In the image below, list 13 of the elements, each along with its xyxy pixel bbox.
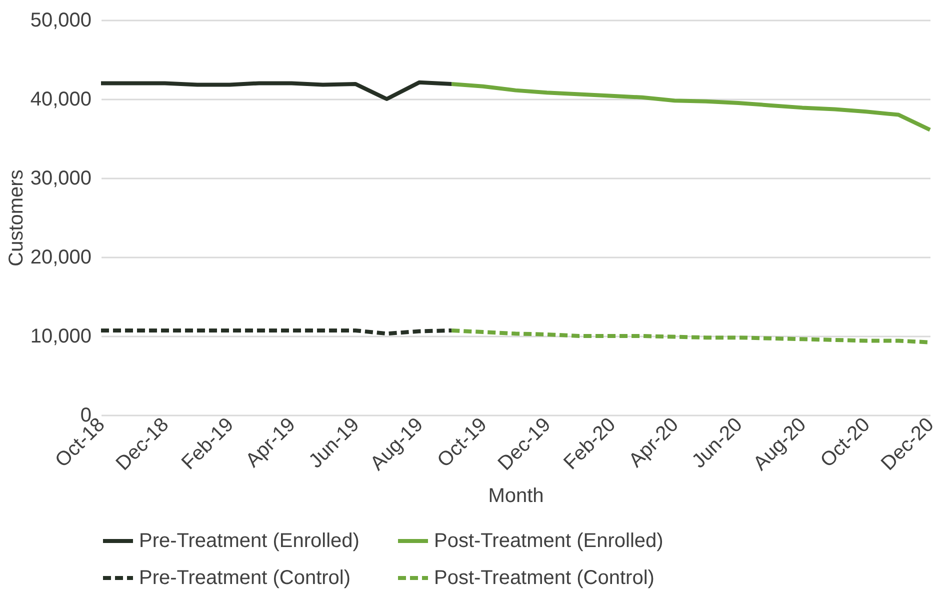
line-series [99, 80, 454, 101]
y-tick-label: 40,000 [30, 88, 92, 110]
legend-label: Post-Treatment (Control) [434, 567, 654, 589]
y-axis-title: Customers [5, 170, 28, 266]
legend-label: Pre-Treatment (Control) [139, 567, 351, 589]
line-series [450, 82, 932, 132]
y-tick-label: 20,000 [30, 246, 92, 268]
y-tick-label: 30,000 [30, 168, 92, 190]
y-tick-label: 50,000 [30, 10, 92, 32]
y-tick-label: 10,000 [30, 326, 92, 348]
x-axis-title: Month [488, 485, 544, 508]
legend-label: Pre-Treatment (Enrolled) [139, 530, 360, 552]
legend-label: Post-Treatment (Enrolled) [434, 530, 664, 552]
